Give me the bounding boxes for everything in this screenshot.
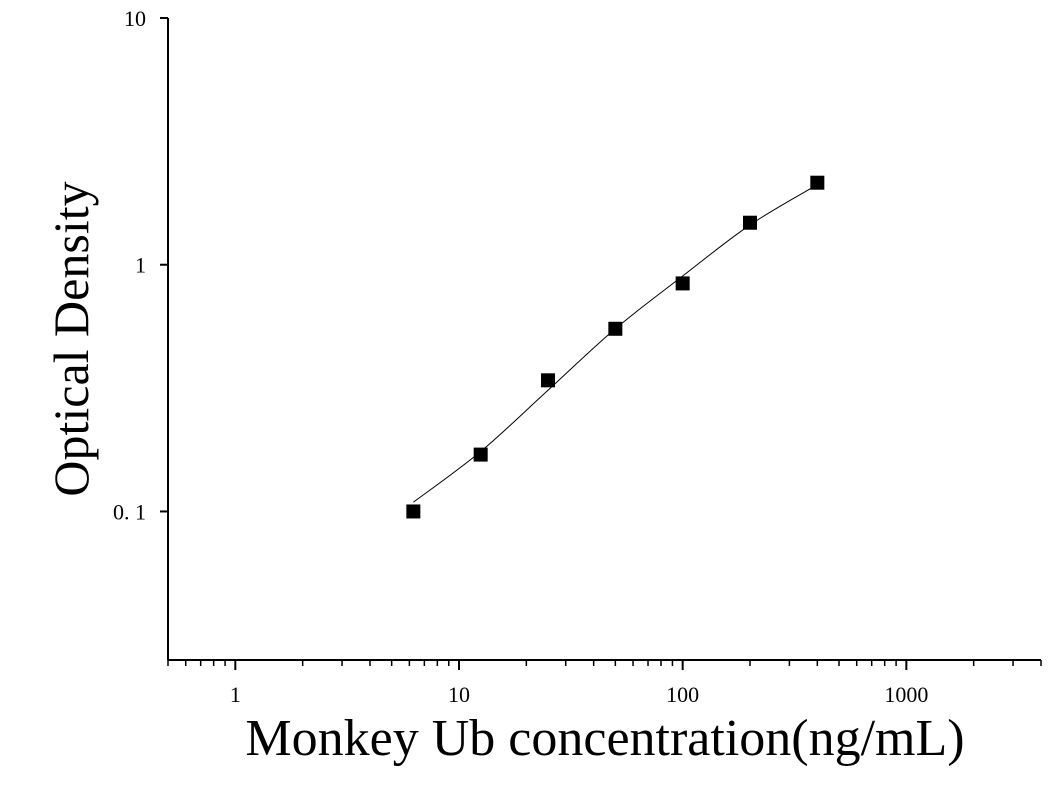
point <box>810 175 825 190</box>
x-tick-label: 1000 <box>884 682 928 707</box>
point <box>541 373 556 388</box>
y-tick-label: 0. 1 <box>113 499 146 524</box>
point <box>406 504 421 519</box>
point <box>473 447 488 462</box>
point <box>675 276 690 291</box>
x-tick-label: 10 <box>448 682 470 707</box>
y-axis-title: Optical Density <box>43 181 99 496</box>
point <box>608 321 623 336</box>
x-tick-label: 1 <box>230 682 241 707</box>
y-tick-label: 1 <box>135 253 146 278</box>
x-tick-label: 100 <box>666 682 699 707</box>
y-tick-label: 10 <box>124 6 146 31</box>
point <box>743 215 757 230</box>
x-axis-title: Monkey Ub concentration(ng/mL) <box>245 710 964 767</box>
